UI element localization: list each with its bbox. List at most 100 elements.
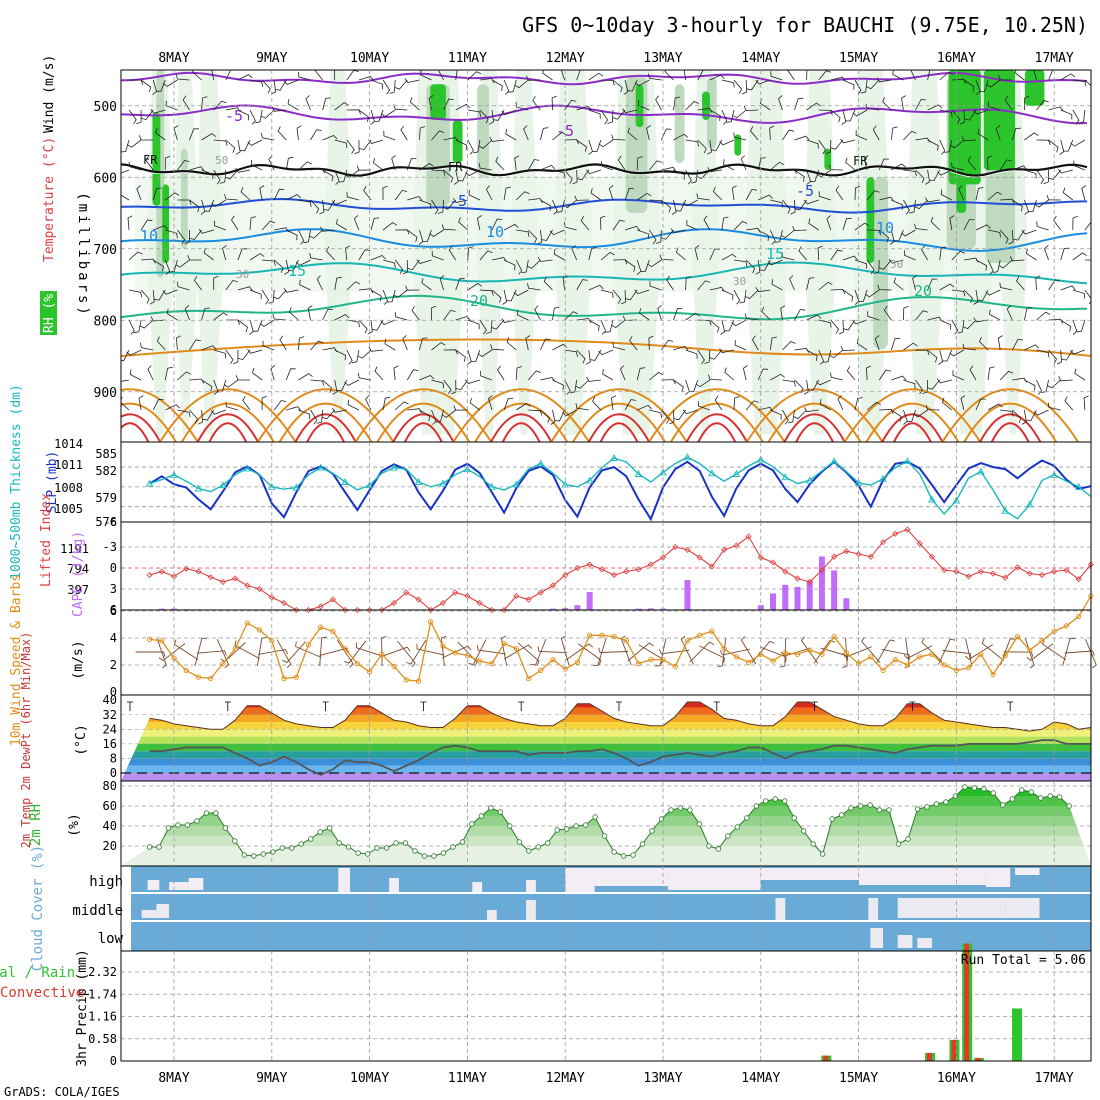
- wind-barb: [235, 139, 241, 155]
- wind-barb: [464, 379, 481, 384]
- minmax-marker: [615, 701, 622, 712]
- wind-barb: [1084, 259, 1091, 261]
- cloud-gap: [169, 882, 189, 890]
- wind-barb: [624, 399, 637, 411]
- wind-barb: [439, 275, 445, 291]
- rh-shade: [674, 84, 685, 163]
- wind-barb: [153, 289, 166, 301]
- wind-barb: [1036, 349, 1050, 358]
- temp-contour: [121, 228, 1088, 252]
- wind-barb: [1072, 252, 1087, 261]
- slp-line: [149, 459, 1092, 522]
- contour-label: FR: [853, 154, 868, 168]
- wind-barb: [164, 155, 171, 170]
- wind-barb: [553, 249, 565, 261]
- wind-barb: [370, 217, 380, 231]
- wind-barb: [624, 188, 635, 201]
- temp-contour: [767, 402, 862, 442]
- lifted-index-point: [452, 589, 459, 596]
- wind-barb: [637, 229, 650, 239]
- wind-barb: [975, 224, 991, 231]
- wind-barb: [733, 259, 748, 267]
- cloud-gap: [472, 882, 483, 892]
- thickness-point: [414, 478, 423, 485]
- lifted-index-point: [1075, 576, 1082, 583]
- wind-barb: [448, 245, 457, 261]
- wind-barb: [689, 641, 715, 663]
- temp-contour: [697, 422, 737, 442]
- wind-barb: [1053, 215, 1062, 231]
- wind-barb: [576, 279, 588, 291]
- wind-barb: [402, 259, 408, 275]
- wind-barb: [723, 159, 735, 171]
- wind-barb: [431, 250, 444, 261]
- wind-barb: [455, 349, 466, 363]
- wind-barb: [985, 289, 1001, 296]
- wind-barb: [744, 289, 759, 299]
- rh2m-point: [924, 804, 930, 810]
- wind-barb: [745, 189, 757, 201]
- wind-barb: [273, 289, 287, 300]
- wind-speed-point: [697, 632, 703, 638]
- wind-barb: [1004, 95, 1013, 111]
- wind-barb: [892, 70, 904, 81]
- wind-barb: [612, 259, 628, 265]
- rh2m-point: [241, 852, 248, 858]
- rh-legend-label: RH (%): [42, 286, 57, 333]
- wind-barb: [309, 229, 323, 239]
- rh2m-point: [734, 824, 741, 830]
- wind-barb: [202, 409, 215, 421]
- cloud-gap: [775, 898, 786, 920]
- temp-contour: [121, 388, 199, 442]
- cloud-gap: [917, 938, 932, 948]
- wind-barb: [726, 109, 735, 123]
- wind-barb: [769, 229, 776, 245]
- wind-barb: [516, 309, 529, 321]
- wind-barb: [977, 128, 989, 141]
- temp-contour: [489, 413, 553, 442]
- wind-speed-point: [354, 661, 361, 667]
- wind-barb: [145, 155, 154, 171]
- wind-barb: [477, 349, 493, 357]
- wind-barb: [257, 649, 289, 655]
- rh2m-unit: (%): [67, 813, 82, 836]
- wind-barb: [552, 306, 560, 321]
- wind-speed-point: [342, 646, 348, 652]
- wind-barb: [129, 79, 144, 85]
- temp-contour: [685, 413, 749, 442]
- wind-speed-point: [733, 654, 739, 660]
- wind-speed-point: [256, 627, 263, 633]
- date-label: 11MAY: [448, 51, 487, 66]
- lifted-index-tick: 3: [110, 582, 117, 596]
- wind-barb: [683, 199, 698, 207]
- wind-barb: [1006, 305, 1013, 321]
- lifted-index-axis-title: Lifted Index: [39, 493, 54, 587]
- lifted-index-point: [696, 554, 703, 561]
- minmax-marker: [909, 701, 916, 712]
- wind-barb: [1036, 100, 1049, 111]
- wind-barb: [495, 156, 505, 171]
- lifted-index-point: [232, 575, 239, 582]
- wind-speed-point: [1027, 647, 1033, 653]
- wind-barb: [1048, 70, 1054, 81]
- wind-barb: [490, 344, 505, 351]
- rh2m-point: [677, 805, 684, 811]
- wind-barb: [903, 169, 917, 177]
- cape-bar: [647, 608, 654, 610]
- wind-barb: [655, 638, 667, 667]
- wind-barb: [486, 319, 493, 334]
- upper-legend: RH (%) Temperature (°C) Wind (m/s): [40, 55, 57, 335]
- cloud-gap: [594, 868, 668, 886]
- wind-barb: [1024, 344, 1040, 351]
- wind-barb: [842, 217, 852, 231]
- thickness-point: [145, 479, 154, 487]
- thickness-point: [439, 479, 447, 487]
- wind-barb: [500, 635, 508, 666]
- rh2m-point: [620, 853, 627, 859]
- wind10m-series: [146, 593, 1094, 684]
- wind-barb: [649, 281, 662, 291]
- precip-convective-bar: [951, 1039, 957, 1061]
- thickness-point: [879, 474, 887, 482]
- wind-barb: [550, 409, 556, 425]
